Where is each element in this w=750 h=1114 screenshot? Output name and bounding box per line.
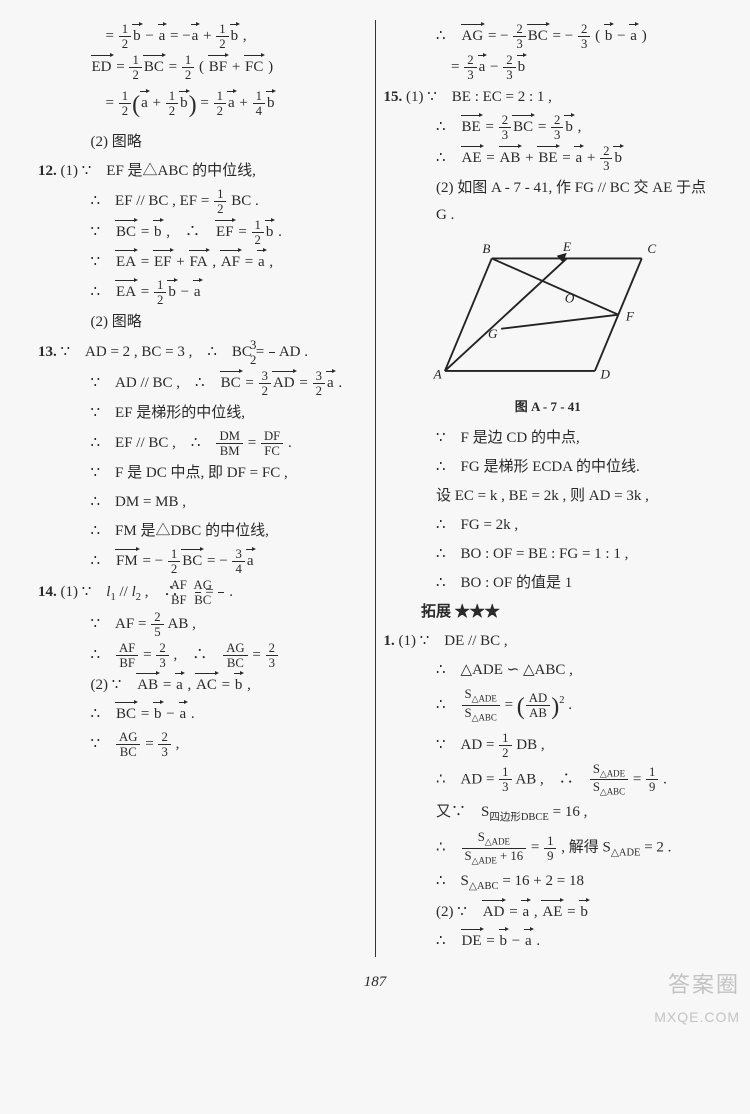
math-line: ∵ AD = 12 DB , (384, 731, 713, 760)
left-column: = 12b − a = −a + 12b ,ED = 12BC = 12 ( B… (30, 20, 376, 957)
math-line: = 12b − a = −a + 12b , (38, 22, 367, 51)
math-line: 拓展 ★★★ (384, 599, 713, 626)
math-line: ED = 12BC = 12 ( BF + FC ) (38, 53, 367, 82)
math-line: ∴ BO : OF 的值是 1 (384, 570, 713, 597)
math-line: 14. (1) ∵ l1 // l2 , ∴ AFBF = AGBC . (38, 578, 367, 608)
math-line: ∴ DM = MB , (38, 489, 367, 516)
svg-text:B: B (482, 241, 490, 256)
math-line: ∵ EA = EF + FA , AF = a , (38, 249, 367, 276)
svg-text:D: D (599, 367, 610, 382)
math-line: ∵ AGBC = 23 , (38, 730, 367, 759)
math-line: ∵ BC = b , ∴ EF = 12b . (38, 218, 367, 247)
math-line: ∴ EA = 12b − a (38, 278, 367, 307)
math-line: ∴ FG = 2k , (384, 512, 713, 539)
math-line: 13. ∵ AD = 2 , BC = 3 , ∴ BC = 32 AD . (38, 338, 367, 367)
math-line: ∴ AFBF = 23 , ∴ AGBC = 23 (38, 641, 367, 670)
math-line: ∴ S△ADES△ADE + 16 = 19 , 解得 S△ADE = 2 . (384, 830, 713, 866)
page-number: 187 (30, 969, 720, 996)
svg-text:F: F (625, 308, 635, 323)
math-line: 15. (1) ∵ BE : EC = 2 : 1 , (384, 84, 713, 111)
math-line: ∴ BE = 23BC = 23b , (384, 113, 713, 142)
math-line: 12. (1) ∵ EF 是△ABC 的中位线, (38, 158, 367, 185)
math-line: ∴ FM = − 12BC = − 34a (38, 547, 367, 576)
figure-a-7-41: A B C D E F G O 图 A - 7 - 41 (384, 235, 713, 418)
svg-text:O: O (565, 291, 575, 306)
math-line: = 23a − 23b (384, 53, 713, 82)
watermark-line2: MXQE.COM (654, 1005, 740, 1030)
math-line: ∴ AE = AB + BE = a + 23b (384, 144, 713, 173)
math-line: ∴ BC = b − a . (38, 701, 367, 728)
svg-text:A: A (432, 367, 442, 382)
watermark-line1: 答案圈 (654, 965, 740, 1005)
math-line: ∴ AG = − 23BC = − 23 ( b − a ) (384, 22, 713, 51)
math-line: ∴ S△ADES△ABC = (ADAB)2 . (384, 686, 713, 729)
figure-caption: 图 A - 7 - 41 (384, 395, 713, 418)
svg-text:E: E (562, 239, 571, 254)
math-line: (2) 图略 (38, 129, 367, 156)
math-line: ∴ FM 是△DBC 的中位线, (38, 518, 367, 545)
watermark: 答案圈 MXQE.COM (654, 965, 740, 1030)
math-line: = 12(a + 12b) = 12a + 14b (38, 84, 367, 127)
math-line: 设 EC = k , BE = 2k , 则 AD = 3k , (384, 483, 713, 510)
right-column: ∴ AG = − 23BC = − 23 ( b − a )= 23a − 23… (376, 20, 721, 957)
math-line: ∴ △ADE ∽ △ABC , (384, 657, 713, 684)
math-line: ∵ F 是边 CD 的中点, (384, 425, 713, 452)
math-line: (2) ∵ AD = a , AE = b (384, 899, 713, 926)
math-line: (2) ∵ AB = a , AC = b , (38, 672, 367, 699)
math-line: ∵ F 是 DC 中点, 即 DF = FC , (38, 460, 367, 487)
svg-text:C: C (647, 241, 656, 256)
math-line: (2) 图略 (38, 309, 367, 336)
math-line: ∴ S△ABC = 16 + 2 = 18 (384, 868, 713, 897)
math-line: 1. (1) ∵ DE // BC , (384, 628, 713, 655)
math-line: ∴ EF // BC , EF = 12 BC . (38, 187, 367, 216)
math-line: ∴ EF // BC , ∴ DMBM = DFFC . (38, 429, 367, 458)
math-line: ∴ BO : OF = BE : FG = 1 : 1 , (384, 541, 713, 568)
math-line: ∵ AD // BC , ∴ BC = 32AD = 32a . (38, 369, 367, 398)
math-line: (2) 如图 A - 7 - 41, 作 FG // BC 交 AE 于点 G … (384, 175, 713, 229)
math-line: 又∵ S四边形DBCE = 16 , (384, 799, 713, 828)
math-line: ∴ AD = 13 AB , ∴ S△ADES△ABC = 19 . (384, 762, 713, 798)
math-line: ∵ AF = 25 AB , (38, 610, 367, 639)
math-line: ∴ FG 是梯形 ECDA 的中位线. (384, 454, 713, 481)
svg-text:G: G (488, 326, 498, 341)
math-line: ∵ EF 是梯形的中位线, (38, 400, 367, 427)
math-line: ∴ DE = b − a . (384, 928, 713, 955)
